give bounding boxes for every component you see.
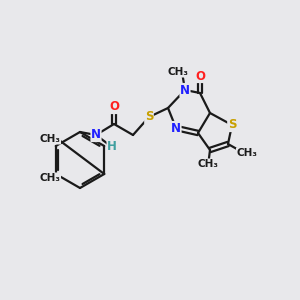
Text: CH₃: CH₃	[197, 159, 218, 169]
Text: N: N	[91, 128, 101, 142]
Text: N: N	[180, 83, 190, 97]
Text: S: S	[145, 110, 153, 124]
Text: CH₃: CH₃	[40, 134, 61, 144]
Text: H: H	[107, 140, 117, 154]
Text: O: O	[195, 70, 205, 83]
Text: O: O	[109, 100, 119, 113]
Text: N: N	[171, 122, 181, 134]
Text: S: S	[228, 118, 236, 131]
Text: CH₃: CH₃	[236, 148, 257, 158]
Text: CH₃: CH₃	[40, 173, 61, 183]
Text: CH₃: CH₃	[167, 67, 188, 77]
